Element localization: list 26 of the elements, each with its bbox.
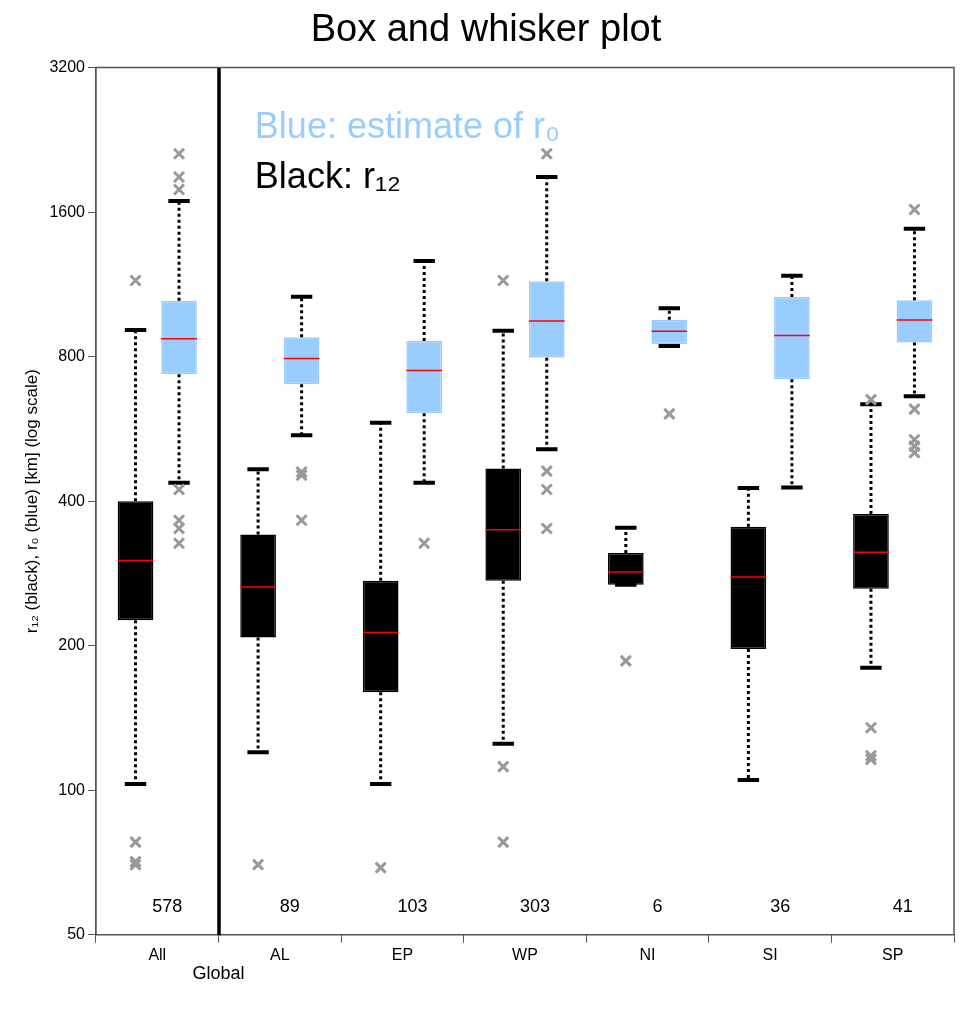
annotation: 303 bbox=[519, 895, 551, 916]
annotation: 36 bbox=[770, 895, 791, 916]
y-tick-label: 3200 bbox=[49, 58, 86, 76]
annotation: 578 bbox=[152, 895, 183, 916]
chart-title: Box and whisker plot bbox=[310, 7, 662, 50]
text: Blue: estimate of r₀ bbox=[254, 104, 560, 146]
x-tick-label: EP bbox=[391, 945, 414, 963]
x-tick-label: WP bbox=[512, 945, 538, 963]
y-axis-title: r₁₂ (black), r₀ (blue) [km] (log scale) bbox=[21, 369, 41, 634]
annotation: 6 bbox=[652, 895, 663, 916]
y-tick-label: 50 bbox=[67, 925, 86, 943]
y-tick-label: 400 bbox=[58, 491, 86, 509]
x-tick-label: NI bbox=[639, 945, 656, 963]
annotation: 89 bbox=[279, 895, 300, 916]
y-tick-label: 100 bbox=[58, 780, 86, 798]
text: Global bbox=[192, 962, 245, 983]
x-tick-label: All bbox=[148, 945, 167, 963]
x-tick-label: SP bbox=[882, 945, 904, 963]
text: Black: r₁₂ bbox=[254, 154, 402, 196]
y-tick-label: 1600 bbox=[49, 202, 86, 220]
y-tick-label: 200 bbox=[58, 636, 86, 654]
y-tick-label: 800 bbox=[58, 347, 86, 365]
x-tick-label: AL bbox=[270, 945, 290, 963]
annotation: 103 bbox=[397, 895, 428, 916]
x-tick-label: SI bbox=[762, 945, 778, 963]
annotation: 41 bbox=[892, 895, 913, 916]
